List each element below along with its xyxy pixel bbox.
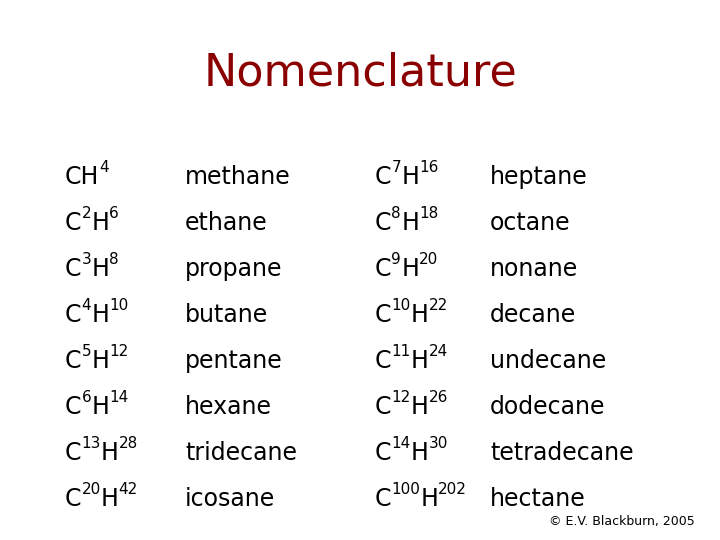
Text: 26: 26 [428,390,448,405]
Text: H: H [91,303,109,327]
Text: 5: 5 [81,344,91,359]
Text: C: C [65,487,81,511]
Text: 7: 7 [392,160,401,175]
Text: 4: 4 [99,160,109,175]
Text: 20: 20 [81,482,101,497]
Text: H: H [420,487,438,511]
Text: 16: 16 [419,160,438,175]
Text: 2: 2 [81,206,91,221]
Text: 30: 30 [428,436,448,451]
Text: © E.V. Blackburn, 2005: © E.V. Blackburn, 2005 [549,515,695,528]
Text: propane: propane [185,257,282,281]
Text: 3: 3 [81,252,91,267]
Text: 12: 12 [392,390,410,405]
Text: H: H [410,395,428,419]
Text: hectane: hectane [490,487,586,511]
Text: tridecane: tridecane [185,441,297,465]
Text: C: C [375,349,392,373]
Text: C: C [65,303,81,327]
Text: 8: 8 [392,206,401,221]
Text: H: H [401,211,419,235]
Text: methane: methane [185,165,291,189]
Text: tetradecane: tetradecane [490,441,634,465]
Text: 24: 24 [428,344,448,359]
Text: 18: 18 [419,206,438,221]
Text: 13: 13 [81,436,101,451]
Text: C: C [375,165,392,189]
Text: ethane: ethane [185,211,268,235]
Text: 202: 202 [438,482,467,497]
Text: 10: 10 [392,298,410,313]
Text: 28: 28 [119,436,138,451]
Text: 42: 42 [119,482,138,497]
Text: H: H [410,441,428,465]
Text: octane: octane [490,211,571,235]
Text: CH: CH [65,165,99,189]
Text: C: C [375,487,392,511]
Text: C: C [65,211,81,235]
Text: H: H [410,349,428,373]
Text: H: H [91,257,109,281]
Text: decane: decane [490,303,576,327]
Text: 6: 6 [109,206,119,221]
Text: H: H [101,441,119,465]
Text: 14: 14 [392,436,410,451]
Text: C: C [375,303,392,327]
Text: undecane: undecane [490,349,606,373]
Text: 11: 11 [392,344,410,359]
Text: 4: 4 [81,298,91,313]
Text: C: C [375,441,392,465]
Text: icosane: icosane [185,487,275,511]
Text: butane: butane [185,303,269,327]
Text: dodecane: dodecane [490,395,606,419]
Text: C: C [65,441,81,465]
Text: C: C [65,395,81,419]
Text: H: H [401,165,419,189]
Text: heptane: heptane [490,165,588,189]
Text: H: H [101,487,119,511]
Text: C: C [65,257,81,281]
Text: 9: 9 [392,252,401,267]
Text: C: C [375,211,392,235]
Text: C: C [375,395,392,419]
Text: 10: 10 [109,298,128,313]
Text: 8: 8 [109,252,119,267]
Text: H: H [401,257,419,281]
Text: H: H [91,211,109,235]
Text: Nomenclature: Nomenclature [203,52,517,95]
Text: 22: 22 [428,298,448,313]
Text: 100: 100 [392,482,420,497]
Text: 12: 12 [109,344,128,359]
Text: 20: 20 [419,252,438,267]
Text: C: C [375,257,392,281]
Text: 14: 14 [109,390,128,405]
Text: H: H [91,395,109,419]
Text: 6: 6 [81,390,91,405]
Text: hexane: hexane [185,395,272,419]
Text: pentane: pentane [185,349,283,373]
Text: H: H [410,303,428,327]
Text: H: H [91,349,109,373]
Text: nonane: nonane [490,257,578,281]
Text: C: C [65,349,81,373]
